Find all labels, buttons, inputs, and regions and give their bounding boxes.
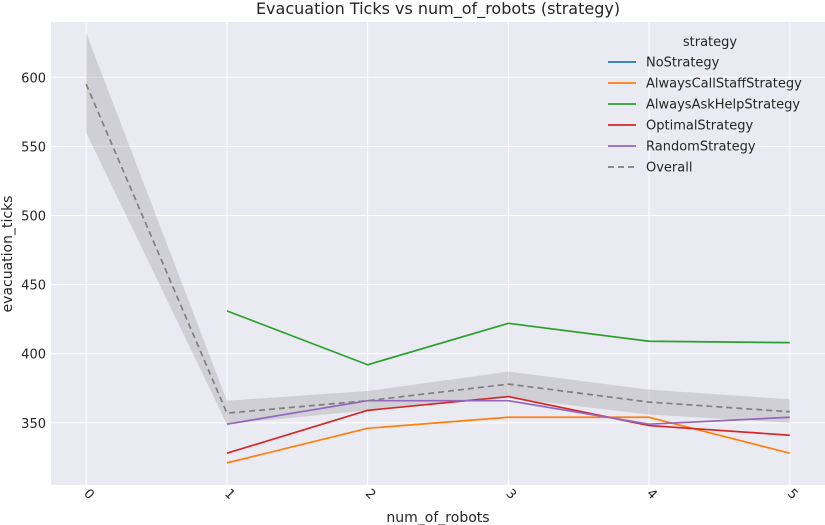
series-line-RandomStrategy xyxy=(226,399,790,426)
x-axis-label: num_of_robots xyxy=(386,510,489,525)
x-tick-label: 4 xyxy=(643,486,659,502)
plot-background xyxy=(51,22,825,485)
y-tick-label: 400 xyxy=(21,348,46,363)
y-tick-label: 600 xyxy=(21,71,46,86)
legend-title: strategy xyxy=(683,35,738,50)
series-line-OptimalStrategy xyxy=(226,395,790,455)
x-tick-labels: 0 1 2 3 4 5 xyxy=(80,486,800,502)
y-tick-labels: 350 400 450 500 550 600 xyxy=(21,71,46,432)
legend-label: AlwaysCallStaffStrategy xyxy=(646,77,802,92)
y-tick-label: 450 xyxy=(21,279,46,294)
y-tick-label: 350 xyxy=(21,417,46,432)
y-tick-label: 550 xyxy=(21,140,46,155)
x-tick-label: 3 xyxy=(503,486,519,502)
x-tick-label: 2 xyxy=(362,486,378,502)
legend: strategy NoStrategy AlwaysCallStaffStrate… xyxy=(608,35,802,176)
x-tick-label: 0 xyxy=(80,486,96,502)
legend-label: OptimalStrategy xyxy=(646,119,753,134)
x-tick-label: 1 xyxy=(221,486,237,502)
x-tick-label: 5 xyxy=(784,486,800,502)
legend-label: NoStrategy xyxy=(646,56,720,71)
series-lines xyxy=(85,83,791,464)
series-line-AlwaysAskHelpStrategy xyxy=(226,310,790,366)
y-tick-label: 500 xyxy=(21,209,46,224)
legend-label: RandomStrategy xyxy=(646,140,756,155)
y-axis-label: evacuation_ticks xyxy=(0,196,16,313)
legend-label: AlwaysAskHelpStrategy xyxy=(646,98,800,113)
chart-title: Evacuation Ticks vs num_of_robots (strat… xyxy=(256,0,620,19)
grid-lines xyxy=(51,22,825,485)
legend-label: Overall xyxy=(646,161,692,176)
